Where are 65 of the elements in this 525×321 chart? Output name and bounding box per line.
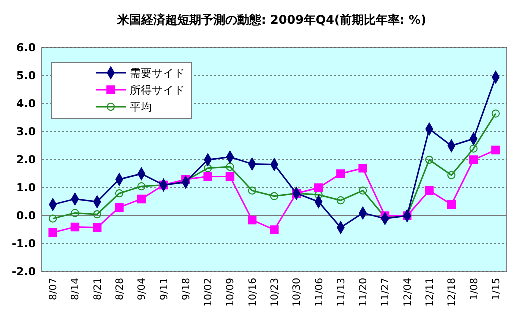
y-tick-label: 4.0: [16, 98, 36, 111]
point: [115, 203, 124, 212]
point: [92, 223, 102, 232]
x-tick-label: 1/15: [491, 278, 502, 300]
point: [359, 186, 368, 195]
y-tick-label: -1.0: [12, 238, 36, 251]
x-tick-label: 10/02: [204, 278, 215, 307]
point: [71, 209, 80, 218]
point: [270, 192, 279, 200]
x-tick-label: 10/23: [270, 278, 281, 307]
y-tick-label: 5.0: [16, 70, 36, 83]
point: [425, 186, 434, 196]
chart-title: 米国経済超短期予測の動態: 2009年Q4(前期比年率: %): [116, 13, 426, 27]
x-tick-label: 1/08: [469, 278, 480, 300]
point: [248, 216, 257, 225]
point: [270, 226, 279, 234]
x-tick-label: 11/13: [336, 278, 348, 307]
point: [336, 170, 346, 178]
point: [115, 190, 124, 198]
point: [70, 222, 80, 232]
y-tick-label: -2.0: [12, 266, 36, 279]
y-tick-label: 1.0: [16, 182, 36, 195]
y-tick-label: 3.0: [16, 126, 36, 139]
x-tick-label: 9/18: [181, 278, 192, 300]
point: [226, 172, 235, 182]
y-tick-label: 6.0: [16, 42, 36, 55]
x-tick-label: 8/21: [92, 278, 104, 300]
point: [248, 186, 256, 195]
point: [314, 184, 324, 192]
point: [49, 214, 58, 223]
x-tick-label: 8/14: [70, 278, 82, 300]
point: [137, 194, 146, 204]
point: [447, 200, 456, 210]
point: [336, 196, 345, 205]
point: [93, 210, 102, 219]
x-tick-label: 12/11: [425, 278, 436, 307]
x-tick-label: 11/06: [314, 278, 326, 307]
point: [470, 144, 478, 153]
y-tick-label: 2.0: [16, 154, 36, 167]
point: [138, 182, 146, 191]
x-tick-label: 8/07: [48, 278, 60, 300]
x-tick-label: 12/04: [402, 278, 414, 307]
x-tick-label: 10/30: [292, 278, 304, 307]
point: [448, 171, 456, 180]
legend-label: 平均: [130, 100, 152, 114]
x-tick-label: 10/09: [226, 278, 237, 307]
legend-label: 所得サイド: [130, 84, 185, 97]
point: [425, 156, 434, 164]
point: [492, 146, 500, 155]
x-tick-label: 9/11: [159, 278, 170, 300]
x-tick-label: 11/27: [380, 278, 392, 307]
x-tick-label: 9/04: [137, 278, 148, 300]
point: [204, 164, 212, 172]
point: [492, 110, 500, 118]
point: [48, 228, 58, 238]
x-tick-label: 11/20: [358, 278, 370, 307]
point: [226, 162, 234, 172]
x-tick-label: 10/16: [248, 278, 259, 307]
y-tick-label: 0.0: [16, 210, 36, 223]
point: [358, 164, 368, 173]
x-tick-label: 12/18: [447, 278, 458, 307]
point: [469, 156, 478, 164]
point: [204, 172, 212, 182]
legend-label: 需要サイド: [130, 66, 185, 80]
x-tick-label: 8/28: [115, 278, 126, 300]
